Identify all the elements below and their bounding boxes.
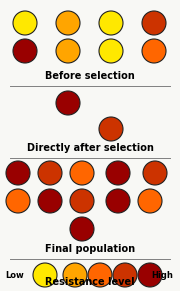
Circle shape	[56, 91, 80, 115]
Text: Resistance level: Resistance level	[45, 277, 135, 287]
Circle shape	[99, 39, 123, 63]
Text: Before selection: Before selection	[45, 71, 135, 81]
Circle shape	[142, 39, 166, 63]
Text: Low: Low	[5, 271, 24, 279]
Circle shape	[113, 263, 137, 287]
Circle shape	[13, 11, 37, 35]
Circle shape	[63, 263, 87, 287]
Circle shape	[56, 11, 80, 35]
Text: Directly after selection: Directly after selection	[27, 143, 153, 153]
Text: Final population: Final population	[45, 244, 135, 254]
Circle shape	[106, 161, 130, 185]
Circle shape	[99, 117, 123, 141]
Text: High: High	[151, 271, 173, 279]
Circle shape	[88, 263, 112, 287]
Circle shape	[38, 161, 62, 185]
Circle shape	[38, 189, 62, 213]
Circle shape	[70, 217, 94, 241]
Circle shape	[143, 161, 167, 185]
Circle shape	[6, 189, 30, 213]
Circle shape	[106, 189, 130, 213]
Circle shape	[13, 39, 37, 63]
Circle shape	[138, 189, 162, 213]
Circle shape	[70, 161, 94, 185]
Circle shape	[6, 161, 30, 185]
Circle shape	[99, 11, 123, 35]
Circle shape	[138, 263, 162, 287]
Circle shape	[142, 11, 166, 35]
Circle shape	[56, 39, 80, 63]
Circle shape	[33, 263, 57, 287]
Circle shape	[70, 189, 94, 213]
